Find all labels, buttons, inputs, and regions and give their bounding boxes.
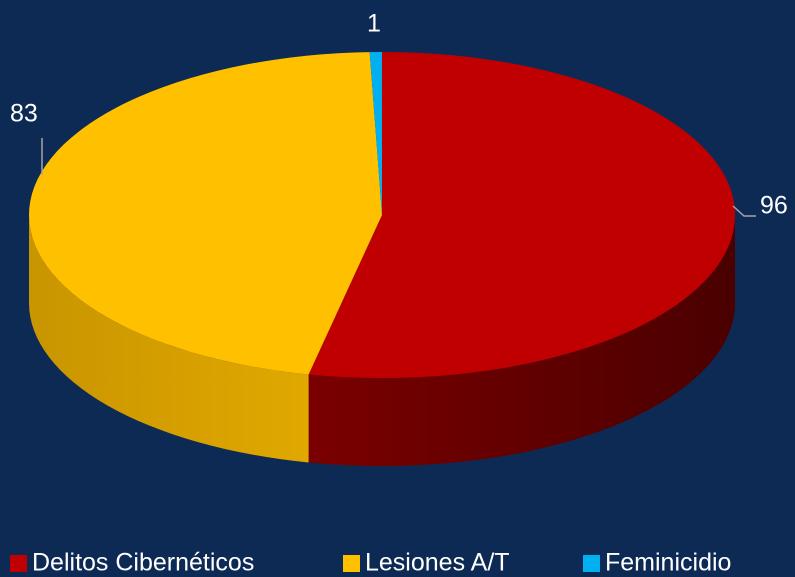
legend-swatch <box>10 555 27 572</box>
leader-line <box>732 205 756 217</box>
data-label: 96 <box>760 192 788 220</box>
pie-side <box>308 215 735 466</box>
legend-label: Lesiones A/T <box>365 549 510 577</box>
data-label: 83 <box>10 100 38 128</box>
legend-swatch <box>583 555 600 572</box>
pie-side <box>29 215 309 463</box>
legend-label: Feminicidio <box>605 549 731 577</box>
pie-slice <box>369 52 382 215</box>
legend-label: Delitos Cibernéticos <box>32 549 254 577</box>
data-label: 1 <box>367 10 381 38</box>
pie-slice <box>29 52 383 375</box>
pie-slice <box>308 51 736 378</box>
legend-swatch <box>343 555 360 572</box>
